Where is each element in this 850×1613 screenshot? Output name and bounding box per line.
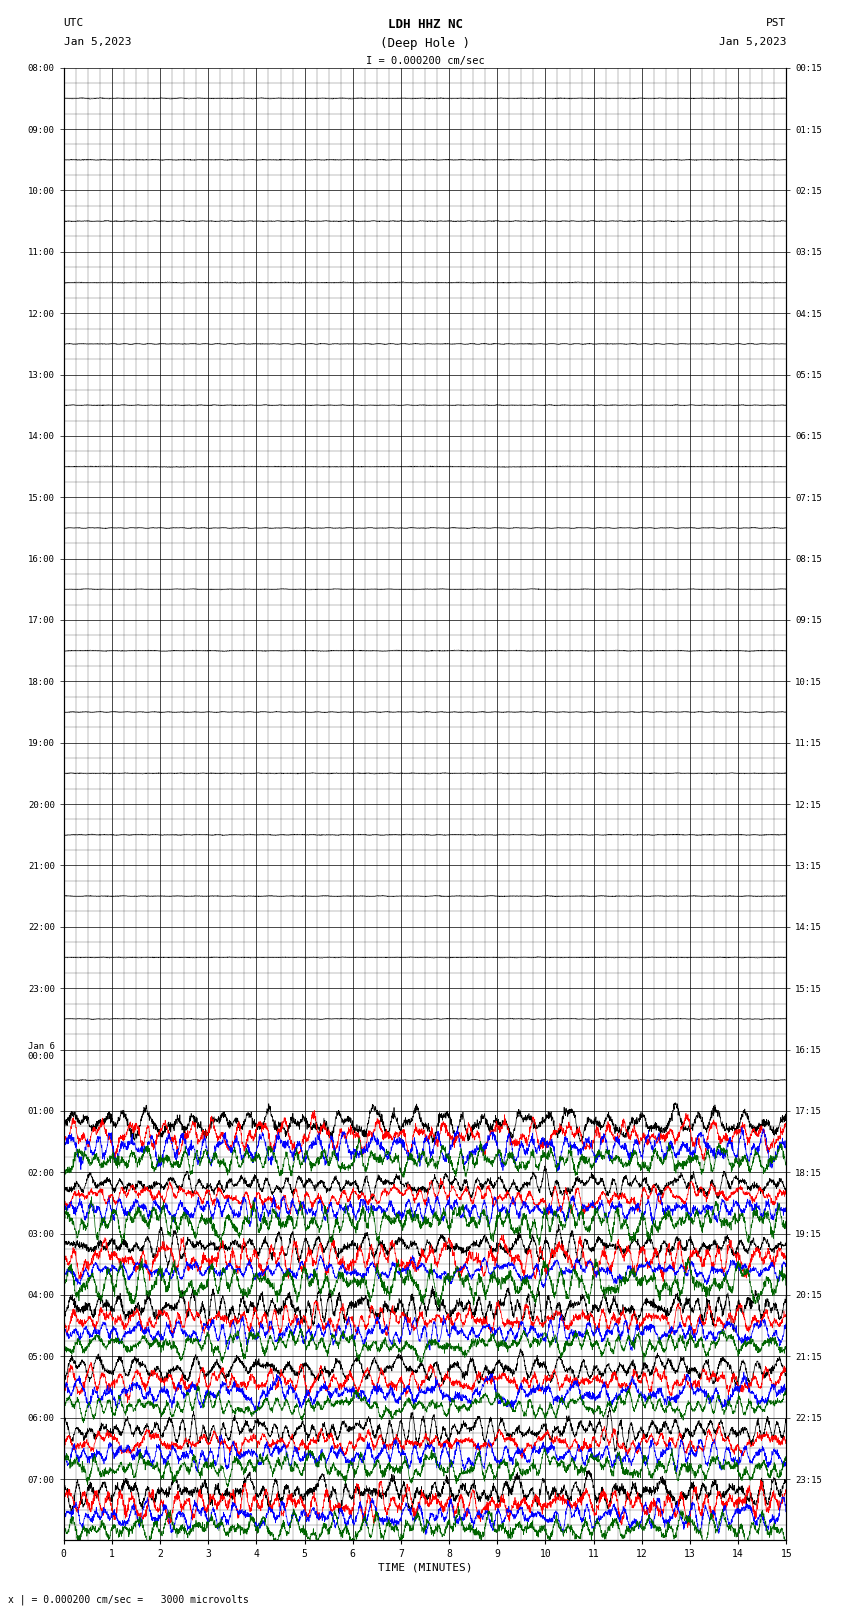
Text: (Deep Hole ): (Deep Hole ): [380, 37, 470, 50]
Text: x | = 0.000200 cm/sec =   3000 microvolts: x | = 0.000200 cm/sec = 3000 microvolts: [8, 1594, 249, 1605]
Text: I = 0.000200 cm/sec: I = 0.000200 cm/sec: [366, 56, 484, 66]
X-axis label: TIME (MINUTES): TIME (MINUTES): [377, 1563, 473, 1573]
Text: Jan 5,2023: Jan 5,2023: [64, 37, 131, 47]
Text: Jan 5,2023: Jan 5,2023: [719, 37, 786, 47]
Text: PST: PST: [766, 18, 786, 27]
Text: LDH HHZ NC: LDH HHZ NC: [388, 18, 462, 31]
Text: UTC: UTC: [64, 18, 84, 27]
